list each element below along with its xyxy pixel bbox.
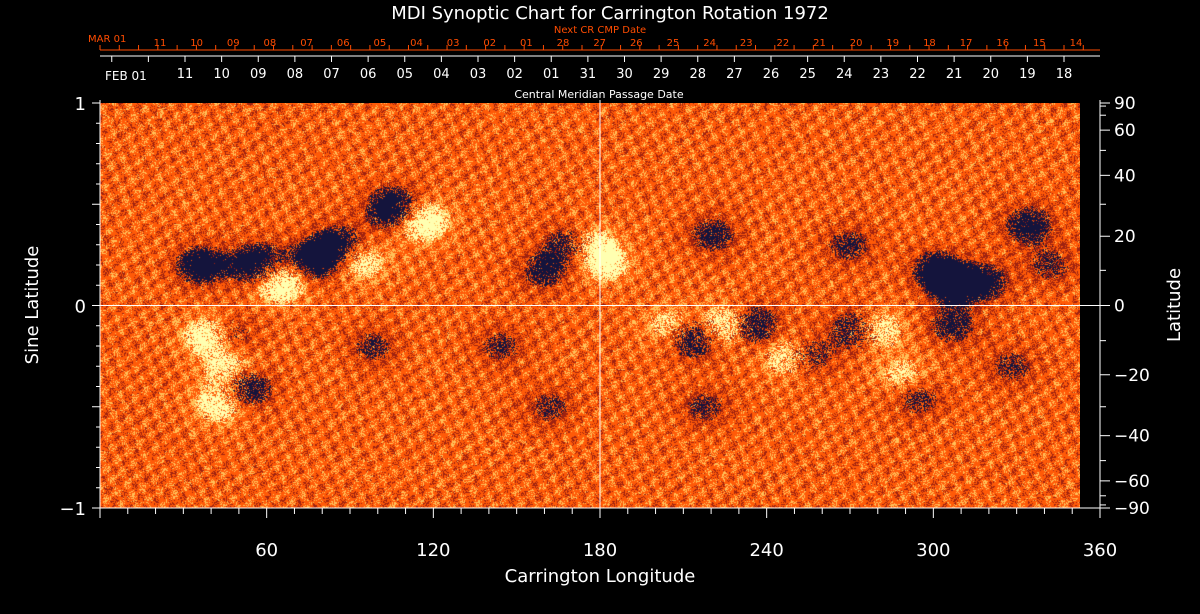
top-axis-day: 02 [483, 38, 496, 49]
bottom-axis-month: FEB 01 [105, 69, 147, 83]
y-axis-label-left: Sine Latitude [22, 246, 43, 365]
top-axis-label: Next CR CMP Date [554, 25, 646, 36]
bottom-axis-label: Central Meridian Passage Date [514, 88, 683, 101]
top-axis-day: 06 [337, 38, 350, 49]
lat-tick-label: 0 [1114, 297, 1125, 317]
top-axis-day: 23 [740, 38, 753, 49]
top-axis-day: 21 [813, 38, 826, 49]
top-axis-day: 07 [300, 38, 313, 49]
x-tick-label: 240 [749, 540, 783, 561]
top-axis-day: 15 [1033, 38, 1046, 49]
y-axis-label-right: Latitude [1164, 268, 1185, 342]
y-tick-label-left: 1 [75, 94, 86, 115]
lat-tick-label: 20 [1114, 227, 1136, 247]
top-axis-day: 25 [667, 38, 680, 49]
cmp-axis-day: 20 [982, 67, 999, 82]
top-axis-day: 24 [703, 38, 716, 49]
cmp-axis-day: 23 [873, 67, 890, 82]
cmp-axis-day: 30 [616, 67, 633, 82]
cmp-axis-day: 09 [250, 67, 267, 82]
cmp-axis-day: 07 [323, 67, 340, 82]
lat-tick-label: −90 [1114, 499, 1150, 519]
cmp-axis-day: 29 [653, 67, 670, 82]
top-axis-day: 09 [227, 38, 240, 49]
left-axis-ticks: 1 0 −1 [59, 94, 100, 520]
cmp-axis-day: 06 [360, 67, 377, 82]
top-axis-day: 10 [190, 38, 203, 49]
cmp-axis-day: 18 [1056, 67, 1073, 82]
top-axis-day: 18 [923, 38, 936, 49]
y-tick-label-left: 0 [75, 297, 86, 318]
top-axis-day: 19 [886, 38, 899, 49]
lat-tick-label: 60 [1114, 121, 1136, 141]
cmp-axis-day: 05 [396, 67, 413, 82]
top-axis-day: 01 [520, 38, 533, 49]
top-axis-day: 16 [996, 38, 1009, 49]
chart-title: MDI Synoptic Chart for Carrington Rotati… [391, 3, 829, 24]
cmp-axis-day: 24 [836, 67, 853, 82]
right-axis-ticks: 90 60 40 20 0 −20 −40 −60 −90 [1100, 94, 1150, 519]
top-axis-day: 26 [630, 38, 643, 49]
x-axis-label: Carrington Longitude [505, 566, 696, 587]
lat-tick-label: −20 [1114, 366, 1150, 386]
cmp-axis-day: 22 [909, 67, 926, 82]
top-axis-day: 22 [777, 38, 790, 49]
cmp-axis-day: 21 [946, 67, 963, 82]
x-tick-label: 300 [916, 540, 950, 561]
cmp-axis-day: 10 [213, 67, 230, 82]
x-axis-ticks: 60 120 180 240 300 360 [99, 508, 1117, 561]
lat-tick-label: 90 [1114, 94, 1136, 114]
y-tick-label-left: −1 [59, 499, 86, 520]
top-axis-day: 17 [960, 38, 973, 49]
cmp-axis-day: 08 [287, 67, 304, 82]
top-axis-day: 05 [373, 38, 386, 49]
x-tick-label: 120 [416, 540, 450, 561]
cmp-axis-ticks: 11 10 09 08 07 06 05 04 03 02 01 31 30 29 28 27 26 25 24 23… [111, 56, 1073, 82]
top-axis-day: 27 [593, 38, 606, 49]
cmp-axis-day: 26 [763, 67, 780, 82]
cmp-axis-day: 04 [433, 67, 450, 82]
cmp-axis-day: 03 [470, 67, 487, 82]
lat-tick-label: −60 [1114, 472, 1150, 492]
cmp-axis-day: 25 [799, 67, 816, 82]
cmp-axis-day: 28 [689, 67, 706, 82]
top-axis-day: 03 [447, 38, 460, 49]
top-axis-day: 04 [410, 38, 423, 49]
cmp-axis-day: 02 [506, 67, 523, 82]
x-tick-label: 360 [1083, 540, 1117, 561]
cmp-axis-day: 27 [726, 67, 743, 82]
cmp-axis-day: 11 [177, 67, 194, 82]
top-axis-ticks: 11 10 09 08 07 06 05 04 03 02 01 28 27 26 25 24 23 22 21 20… [99, 38, 1084, 50]
top-axis-day: 11 [154, 38, 167, 49]
x-tick-label: 60 [255, 540, 278, 561]
top-axis-day: 14 [1070, 38, 1083, 49]
top-axis-day: 20 [850, 38, 863, 49]
cmp-axis-day: 01 [543, 67, 560, 82]
top-axis-day: 28 [557, 38, 570, 49]
lat-tick-label: 40 [1114, 166, 1136, 186]
x-tick-label: 180 [583, 540, 617, 561]
lat-tick-label: −40 [1114, 427, 1150, 447]
cmp-axis-day: 31 [580, 67, 597, 82]
cmp-axis-day: 19 [1019, 67, 1036, 82]
top-axis-month: MAR 01 [88, 34, 126, 45]
top-axis-day: 08 [264, 38, 277, 49]
